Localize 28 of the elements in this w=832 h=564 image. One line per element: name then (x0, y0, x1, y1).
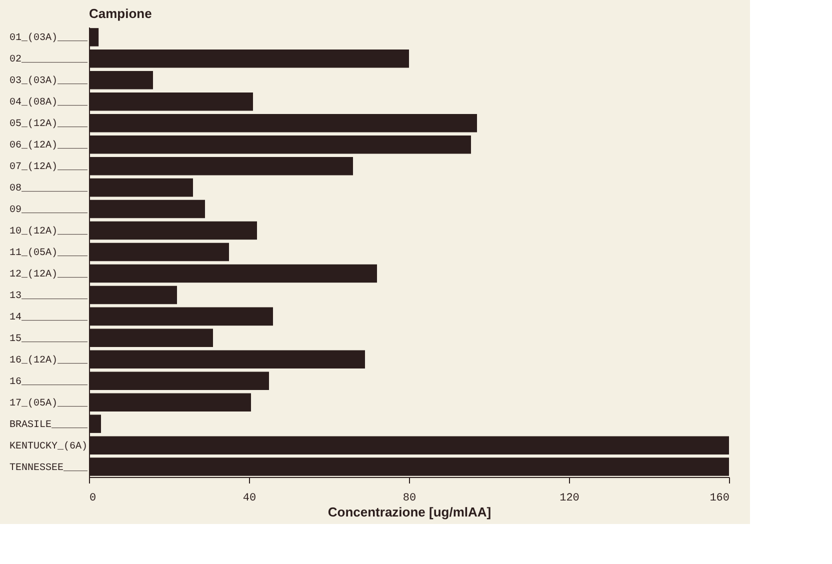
y-tick-label: 16_(12A)_____ (9, 354, 88, 366)
x-tick-label: 160 (710, 492, 730, 504)
y-tick-label: 08___________ (9, 184, 88, 195)
y-tick-label: 12_(12A)_____ (9, 268, 88, 280)
y-tick-label: 16___________ (9, 376, 88, 388)
y-tick-label: 05_(12A)_____ (9, 118, 88, 130)
y-tick-label: 14___________ (9, 312, 88, 324)
y-tick-label: 02___________ (9, 54, 88, 66)
y-tick-label: KENTUCKY_(6A) (9, 440, 88, 452)
y-axis-title: Campione (89, 6, 152, 21)
y-tick-label: 04_(08A)_____ (9, 96, 88, 109)
y-tick-label: 07_(12A)_____ (9, 161, 88, 174)
x-tick-label: 120 (560, 492, 580, 504)
x-axis-title: Concentrazione [ug/mlAA] (328, 504, 492, 520)
y-tick-label: 11_(05A)_____ (9, 247, 88, 259)
y-tick-label: 06_(12A)_____ (9, 140, 88, 152)
y-tick-label: 17_(05A)_____ (9, 397, 88, 410)
y-tick-label: 15___________ (9, 334, 88, 345)
x-tick-label: 0 (90, 492, 96, 504)
x-tick-label: 80 (402, 492, 416, 504)
x-tick-label: 40 (242, 492, 256, 504)
y-tick-label: BRASILE______ (9, 420, 88, 431)
y-tick-label: 01_(03A)_____ (9, 32, 88, 44)
y-tick-label: 03_(03A)_____ (9, 75, 88, 88)
y-tick-label: 09___________ (9, 205, 88, 216)
y-tick-label: TENNESSEE____ (9, 462, 88, 474)
y-tick-label: 10_(12A)_____ (9, 226, 88, 238)
y-tick-label: 13___________ (9, 290, 88, 302)
